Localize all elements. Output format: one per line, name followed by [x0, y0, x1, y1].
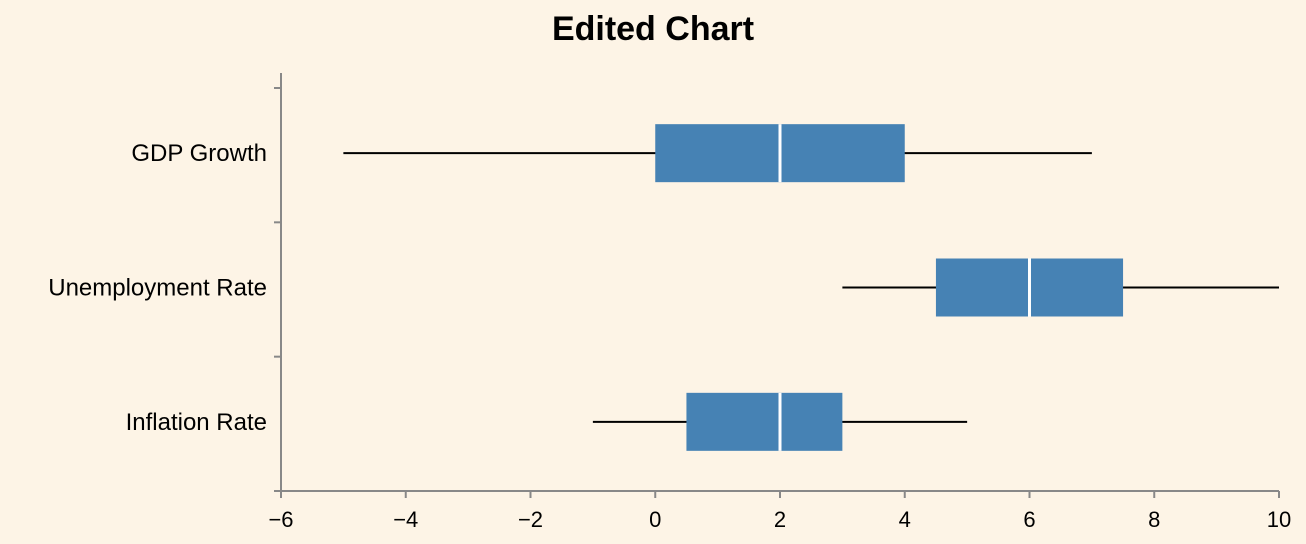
box-group [592, 392, 968, 451]
category-label: Unemployment Rate [48, 275, 267, 302]
x-tick-label: 0 [649, 507, 661, 532]
box-group [343, 124, 1092, 183]
iqr-box [686, 392, 843, 451]
category-label: Inflation Rate [126, 409, 267, 436]
x-tick-label: 6 [1023, 507, 1035, 532]
category-label: GDP Growth [131, 140, 267, 167]
chart-title: Edited Chart [552, 10, 754, 48]
plot-area [343, 124, 1279, 451]
box-group [842, 258, 1279, 317]
x-tick-label: −4 [393, 507, 418, 532]
axes: −6 −4 −2 0 2 4 6 8 10 GDP Growth Unemployment Rate… [48, 73, 1291, 532]
x-tick-label: −6 [268, 507, 293, 532]
x-tick-label: 8 [1148, 507, 1160, 532]
x-tick-label: 2 [774, 507, 786, 532]
x-tick-label: 10 [1267, 507, 1291, 532]
x-tick-label: −2 [518, 507, 543, 532]
x-tick-label: 4 [899, 507, 911, 532]
